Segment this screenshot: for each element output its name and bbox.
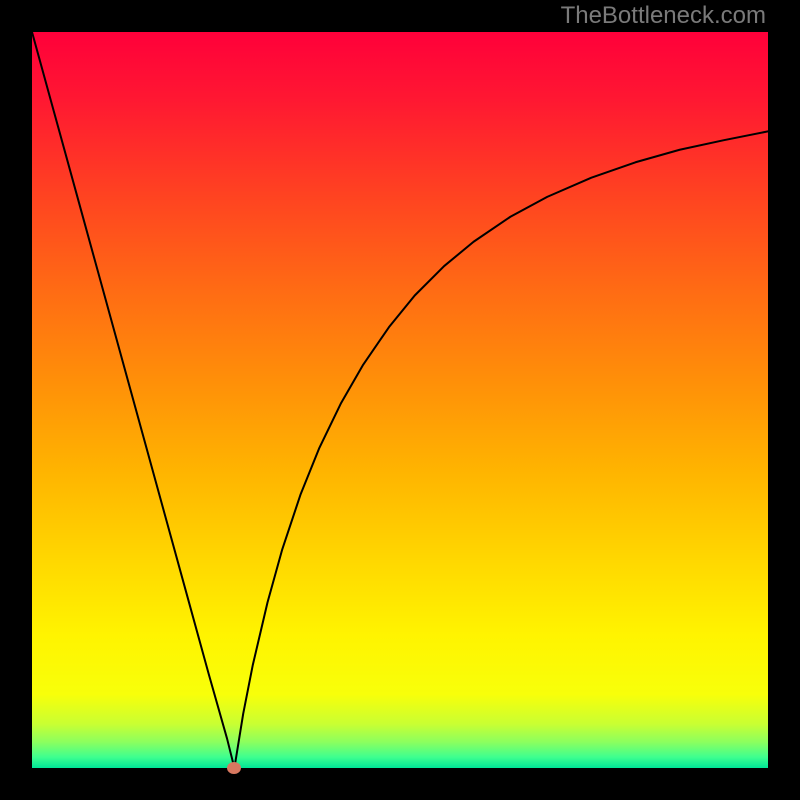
chart-frame: TheBottleneck.com [0,0,800,800]
bottleneck-curve [32,32,768,768]
curve-layer [32,32,768,768]
plot-area [32,32,768,768]
watermark-text: TheBottleneck.com [561,2,766,30]
minimum-marker [227,762,241,774]
